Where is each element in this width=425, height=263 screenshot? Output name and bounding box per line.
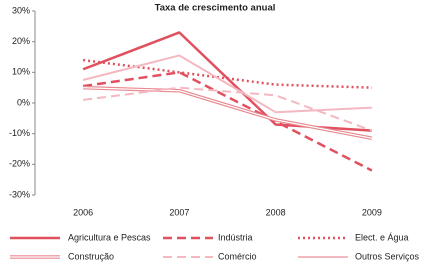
legend-label: Outros Serviços: [355, 251, 420, 261]
legend-label: Construção: [68, 251, 114, 261]
y-tick-label: -20%: [9, 159, 30, 169]
series-line: [82, 31, 372, 132]
legend-label: Indústria: [218, 232, 253, 242]
series-line: [82, 58, 372, 89]
series-line: [82, 86, 373, 132]
legend-label: Elect. e Água: [355, 232, 409, 242]
y-tick-label: 10%: [12, 67, 30, 77]
y-tick-label: 20%: [12, 36, 30, 46]
series-line-inner: [83, 87, 372, 139]
y-tick-label: 0%: [17, 97, 30, 107]
x-tick-label: 2006: [73, 207, 93, 217]
y-tick-label: 30%: [12, 5, 30, 15]
legend-label: Comércio: [218, 251, 257, 261]
series-line: [82, 71, 373, 172]
legend-label: Agricultura e Pescas: [68, 232, 151, 242]
chart-title: Taxa de crescimento anual: [155, 3, 276, 14]
x-tick-label: 2009: [362, 207, 382, 217]
x-tick-label: 2007: [169, 207, 189, 217]
x-tick-label: 2008: [266, 207, 286, 217]
y-tick-label: -30%: [9, 189, 30, 199]
series-line: [82, 54, 372, 114]
y-tick-label: -10%: [9, 128, 30, 138]
